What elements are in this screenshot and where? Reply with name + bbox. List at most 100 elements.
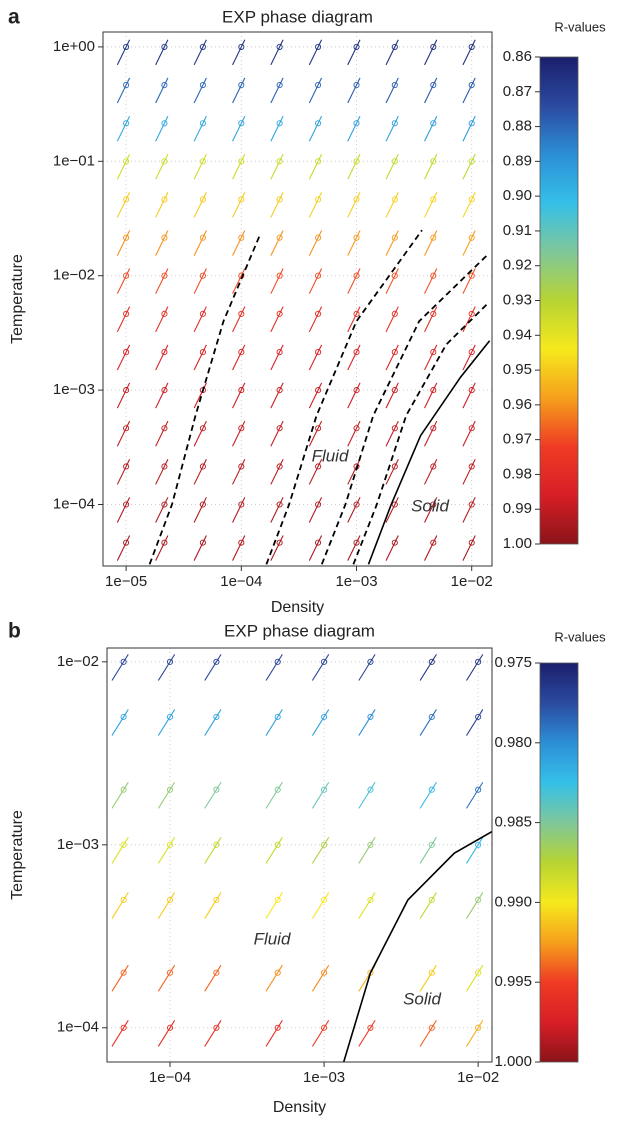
point (199, 196, 206, 203)
segment (308, 115, 323, 142)
segment (462, 192, 476, 218)
point (430, 272, 437, 279)
point (276, 120, 283, 127)
colorbar-title: R-values (554, 629, 606, 644)
point (468, 310, 475, 317)
point (315, 196, 322, 203)
segment (232, 77, 246, 104)
segment (462, 344, 476, 371)
y-tick-label: 1e−01 (53, 152, 95, 169)
segment (358, 781, 376, 809)
point (468, 425, 475, 432)
segment (358, 1020, 376, 1047)
segment (204, 837, 222, 864)
point (315, 43, 322, 50)
point (468, 501, 475, 508)
point (166, 786, 174, 793)
point (166, 1024, 174, 1031)
segment (116, 382, 131, 409)
segment (424, 382, 438, 409)
point (161, 120, 168, 127)
segment (424, 230, 438, 256)
point (353, 120, 360, 127)
segment (155, 535, 169, 561)
segment (232, 497, 246, 523)
point (123, 234, 130, 241)
y-tick-label: 1e−02 (53, 267, 95, 284)
point (468, 463, 475, 470)
segment (157, 654, 176, 681)
phase-boundary (367, 340, 491, 565)
point (353, 539, 360, 546)
point (391, 425, 398, 432)
point (321, 658, 328, 665)
point (430, 43, 437, 50)
segment (232, 230, 246, 256)
segment (116, 268, 131, 294)
point (161, 425, 168, 432)
point (428, 786, 435, 793)
point (274, 1024, 281, 1031)
segment (193, 192, 207, 218)
segment (193, 230, 207, 256)
segment (466, 654, 484, 681)
segment (462, 268, 476, 294)
colorbar-tick-label: 0.94 (503, 326, 532, 343)
x-tick-label: 1e−05 (105, 573, 147, 590)
segment (270, 306, 284, 333)
segment (232, 535, 246, 561)
colorbar-tick-label: 0.93 (503, 291, 532, 308)
segment (424, 497, 438, 523)
segment (270, 192, 284, 218)
y-tick-label: 1e−03 (53, 381, 95, 398)
point (428, 1024, 435, 1031)
segment (270, 382, 284, 409)
segment (308, 459, 323, 485)
point (430, 82, 437, 89)
point (468, 43, 475, 50)
point (199, 310, 206, 317)
point (199, 43, 206, 50)
point (428, 896, 435, 903)
segment (462, 230, 476, 256)
point (213, 786, 220, 793)
segment (347, 230, 361, 256)
point (123, 82, 130, 89)
point (468, 387, 475, 394)
point (468, 272, 475, 279)
point (468, 82, 475, 89)
point (161, 463, 168, 470)
segment (424, 115, 438, 142)
x-tick-label: 1e−02 (451, 573, 493, 590)
segment (347, 153, 361, 180)
colorbar-tick-label: 0.96 (503, 396, 532, 413)
segments (111, 654, 484, 1047)
segment (466, 709, 484, 736)
segment (204, 781, 222, 809)
point (123, 196, 130, 203)
point (123, 272, 130, 279)
segment (462, 535, 476, 561)
segment (424, 153, 438, 180)
segment (111, 892, 129, 919)
segment (193, 306, 207, 333)
point (274, 841, 281, 848)
point (238, 463, 245, 470)
point (315, 425, 322, 432)
colorbar (539, 662, 579, 1063)
segment (419, 709, 437, 736)
point (315, 120, 322, 127)
segment (232, 459, 246, 485)
point (391, 196, 398, 203)
point (353, 310, 360, 317)
point (321, 896, 328, 903)
colorbar (539, 56, 579, 545)
segment (232, 344, 246, 371)
point (475, 786, 482, 793)
point (161, 387, 168, 394)
colorbar-tick-label: 1.000 (494, 1053, 532, 1070)
segment (157, 837, 176, 864)
point (120, 841, 127, 848)
point (166, 841, 174, 848)
